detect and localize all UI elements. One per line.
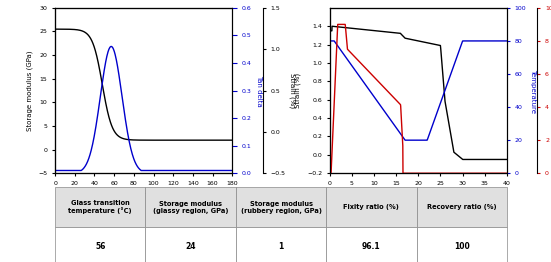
Y-axis label: Storage modulus (GPa): Storage modulus (GPa) <box>26 50 33 131</box>
Y-axis label: Tan delta: Tan delta <box>256 75 262 106</box>
Y-axis label: Strain (%): Strain (%) <box>289 73 295 108</box>
Y-axis label: Strain (%): Strain (%) <box>295 73 301 108</box>
X-axis label: Temperature: Temperature <box>120 192 168 200</box>
Y-axis label: Temperature: Temperature <box>530 69 536 113</box>
X-axis label: Time (min): Time (min) <box>398 192 439 200</box>
